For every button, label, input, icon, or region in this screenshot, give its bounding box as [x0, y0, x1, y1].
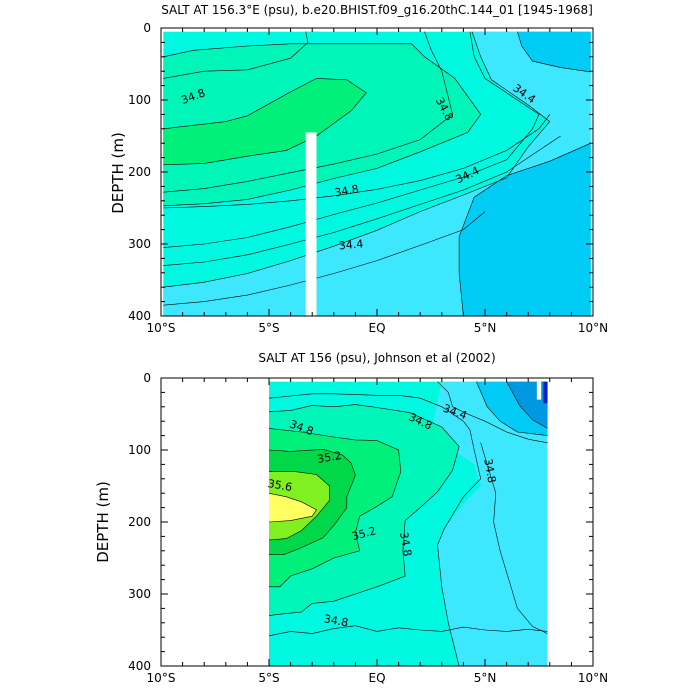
contour-line-5: [517, 31, 591, 73]
contour-label-8: 34.8: [323, 612, 349, 629]
y-tick-label: 0: [143, 371, 151, 385]
contour-field: [269, 381, 548, 666]
contour-line-6: [437, 381, 548, 444]
y-tick-label: 300: [128, 237, 151, 251]
contour-line-9: [506, 381, 548, 429]
y-tick-label: 100: [128, 93, 151, 107]
y-tick-label: 400: [128, 659, 151, 673]
contour-line-7: [163, 78, 367, 166]
contour-label-5: 35.6: [267, 477, 293, 494]
top-panel: SALT AT 156.3°E (psu), b.e20.BHIST.f09_g…: [109, 3, 608, 335]
contour-line-10: [163, 211, 486, 306]
x-tick-label: 10°N: [578, 321, 608, 335]
contour-fill-5: [163, 78, 367, 165]
contour-line-2: [269, 448, 356, 555]
x-tick-label: 5°N: [474, 321, 497, 335]
contour-label-3: 35.2: [316, 449, 342, 466]
contour-line-9: [163, 135, 561, 266]
x-tick-label: EQ: [368, 671, 385, 685]
contour-label-6: 35.2: [350, 524, 377, 543]
contour-line-1: [163, 31, 309, 79]
contour-fill-1: [433, 381, 548, 666]
contour-line-3: [269, 471, 330, 541]
x-tick-label: 5°N: [474, 671, 497, 685]
contour-line-1: [269, 428, 402, 588]
y-tick-label: 400: [128, 309, 151, 323]
x-tick-label: 10°N: [578, 671, 608, 685]
missing-data-0: [536, 381, 542, 400]
contour-line-0: [269, 404, 460, 616]
contour-label-5: 34.4: [338, 237, 364, 252]
x-tick-label: EQ: [368, 321, 385, 335]
missing-data-0: [305, 132, 317, 316]
bottom-panel: SALT AT 156 (psu), Johnson et al (2002) …: [94, 351, 608, 685]
contour-line-7: [480, 442, 548, 634]
contour-fill-6: [305, 31, 321, 43]
x-tick-label: 10°S: [147, 671, 176, 685]
top-panel-ylabel: DEPTH (m): [109, 132, 127, 214]
contour-fill-4: [459, 143, 591, 316]
contour-line-6: [458, 142, 591, 316]
contour-line-10: [269, 625, 548, 637]
y-tick-label: 100: [128, 443, 151, 457]
x-tick-label: 5°S: [258, 321, 279, 335]
contour-line-5: [269, 393, 482, 666]
contour-line-3: [163, 31, 540, 248]
y-tick-label: 200: [128, 515, 151, 529]
x-tick-label: 5°S: [258, 671, 279, 685]
y-tick-label: 0: [143, 21, 151, 35]
contour-fill-9: [543, 381, 548, 404]
contour-label-4: 34.8: [481, 458, 498, 484]
top-panel-title: SALT AT 156.3°E (psu), b.e20.BHIST.f09_g…: [161, 3, 593, 17]
y-tick-label: 300: [128, 587, 151, 601]
contour-line-4: [163, 31, 551, 288]
contour-field: [163, 31, 591, 316]
bottom-panel-title: SALT AT 156 (psu), Johnson et al (2002): [258, 351, 495, 365]
contour-fill-6: [269, 493, 317, 522]
contour-line-0: [163, 43, 482, 207]
contour-line-2: [163, 31, 453, 193]
bottom-panel-ylabel: DEPTH (m): [94, 481, 112, 563]
contour-line-8: [163, 114, 551, 209]
contour-label-3: 34.8: [333, 182, 359, 199]
y-tick-label: 200: [128, 165, 151, 179]
contour-line-8: [476, 381, 548, 436]
contour-label-7: 34.8: [397, 531, 414, 557]
x-tick-label: 10°S: [147, 321, 176, 335]
contour-line-4: [269, 492, 317, 523]
